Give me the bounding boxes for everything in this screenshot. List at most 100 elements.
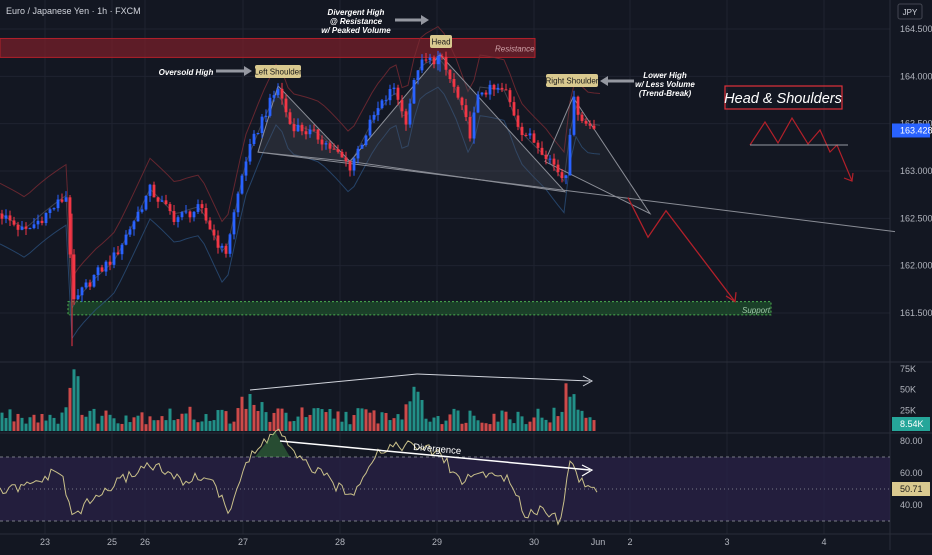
candle-3 xyxy=(12,216,16,227)
candle-40 xyxy=(160,195,164,203)
candle-88 xyxy=(352,156,356,176)
candle-body-110 xyxy=(440,56,444,58)
candle-body-76 xyxy=(304,131,308,135)
volume-bar-8 xyxy=(32,414,36,431)
candle-body-84 xyxy=(336,149,340,152)
volume-bar-64 xyxy=(256,410,260,431)
candle-body-36 xyxy=(144,195,148,210)
volume-bar-83 xyxy=(332,418,336,431)
candle-31 xyxy=(124,230,128,246)
resistance-zone xyxy=(0,37,536,58)
volume-bar-96 xyxy=(384,413,388,431)
candle-12 xyxy=(48,207,52,219)
candle-body-44 xyxy=(176,217,180,222)
volume-bar-66 xyxy=(264,412,268,431)
candle-body-10 xyxy=(40,220,44,224)
volume-bar-131 xyxy=(524,424,528,431)
candle-body-102 xyxy=(408,103,412,125)
candle-body-97 xyxy=(388,89,392,101)
candle-body-98 xyxy=(392,87,396,90)
volume-bar-112 xyxy=(448,414,452,431)
volume-bar-114 xyxy=(456,410,460,431)
candle-68 xyxy=(272,90,276,102)
candle-body-111 xyxy=(444,56,448,70)
candle-42 xyxy=(168,202,172,215)
candle-body-62 xyxy=(248,144,252,162)
volume-bar-84 xyxy=(336,411,340,431)
volume-bar-70 xyxy=(280,408,284,431)
head-shoulders-pattern xyxy=(257,53,896,303)
volume-bar-5 xyxy=(20,417,24,431)
right-shoulder-label-bg xyxy=(546,74,598,87)
candle-body-73 xyxy=(292,124,296,132)
candle-55 xyxy=(220,243,224,253)
volume-bar-10 xyxy=(40,413,44,431)
candle-56 xyxy=(224,243,228,258)
rsi-tick-2: 40.00 xyxy=(900,500,923,510)
candle-146 xyxy=(584,118,588,127)
volume-bar-106 xyxy=(424,418,428,431)
candle-body-69 xyxy=(276,88,280,96)
volume-bar-108 xyxy=(432,417,436,431)
volume-bar-6 xyxy=(24,423,28,431)
volume-trend-down xyxy=(416,373,591,382)
candle-119 xyxy=(476,91,480,114)
candle-134 xyxy=(536,140,540,154)
candle-8 xyxy=(32,218,36,230)
volume-bar-54 xyxy=(216,410,220,431)
candle-39 xyxy=(156,196,160,209)
volume-trend-arrowhead xyxy=(582,375,594,387)
candle-body-88 xyxy=(352,158,356,171)
candle-body-131 xyxy=(524,134,528,136)
candle-95 xyxy=(380,98,384,110)
candle-body-139 xyxy=(556,164,560,173)
candle-body-61 xyxy=(244,161,248,176)
left-shoulder-triangle xyxy=(257,84,352,163)
volume-bar-115 xyxy=(460,423,464,431)
volume-bar-69 xyxy=(276,408,280,431)
candle-36 xyxy=(144,195,148,211)
candle-body-49 xyxy=(196,204,200,212)
candle-body-1 xyxy=(4,215,8,219)
volume-bar-110 xyxy=(440,424,444,431)
volume-bar-63 xyxy=(252,404,256,431)
candle-body-125 xyxy=(500,87,504,90)
candle-body-107 xyxy=(428,57,432,61)
candle-24 xyxy=(96,265,100,281)
candle-49 xyxy=(196,199,200,214)
projection-arrowhead xyxy=(725,292,737,303)
candle-body-144 xyxy=(576,96,580,115)
volume-bar-123 xyxy=(492,413,496,431)
volume-bar-142 xyxy=(568,396,572,431)
candle-51 xyxy=(204,203,208,224)
candle-120 xyxy=(480,92,484,97)
candle-body-95 xyxy=(380,100,384,109)
volume-bar-60 xyxy=(240,396,244,431)
pattern-title-box xyxy=(724,85,843,110)
candle-body-33 xyxy=(132,221,136,230)
rsi-line xyxy=(0,428,598,526)
volume-bar-1 xyxy=(4,418,8,431)
candle-body-136 xyxy=(544,154,548,159)
candle-99 xyxy=(396,84,400,106)
candle-body-123 xyxy=(492,84,496,90)
volume-bar-52 xyxy=(208,420,212,431)
volume-bar-62 xyxy=(248,393,252,431)
volume-bar-113 xyxy=(452,408,456,431)
candle-97 xyxy=(388,84,392,106)
volume-bar-87 xyxy=(348,424,352,431)
volume-bar-82 xyxy=(328,409,332,431)
candle-94 xyxy=(376,101,380,122)
candle-body-106 xyxy=(424,59,428,61)
candle-141 xyxy=(564,174,568,185)
candle-44 xyxy=(176,215,180,228)
price-tick-4: 162.500 xyxy=(900,213,932,223)
candle-body-56 xyxy=(224,245,228,254)
candle-59 xyxy=(236,191,240,217)
rsi-last-label: 50.71 xyxy=(900,484,923,494)
volume-bar-11 xyxy=(44,420,48,431)
candle-45 xyxy=(180,211,184,221)
right-shoulder-label: Right Shoulder xyxy=(546,77,599,86)
candle-135 xyxy=(540,141,544,156)
volume-bar-18 xyxy=(72,369,76,431)
